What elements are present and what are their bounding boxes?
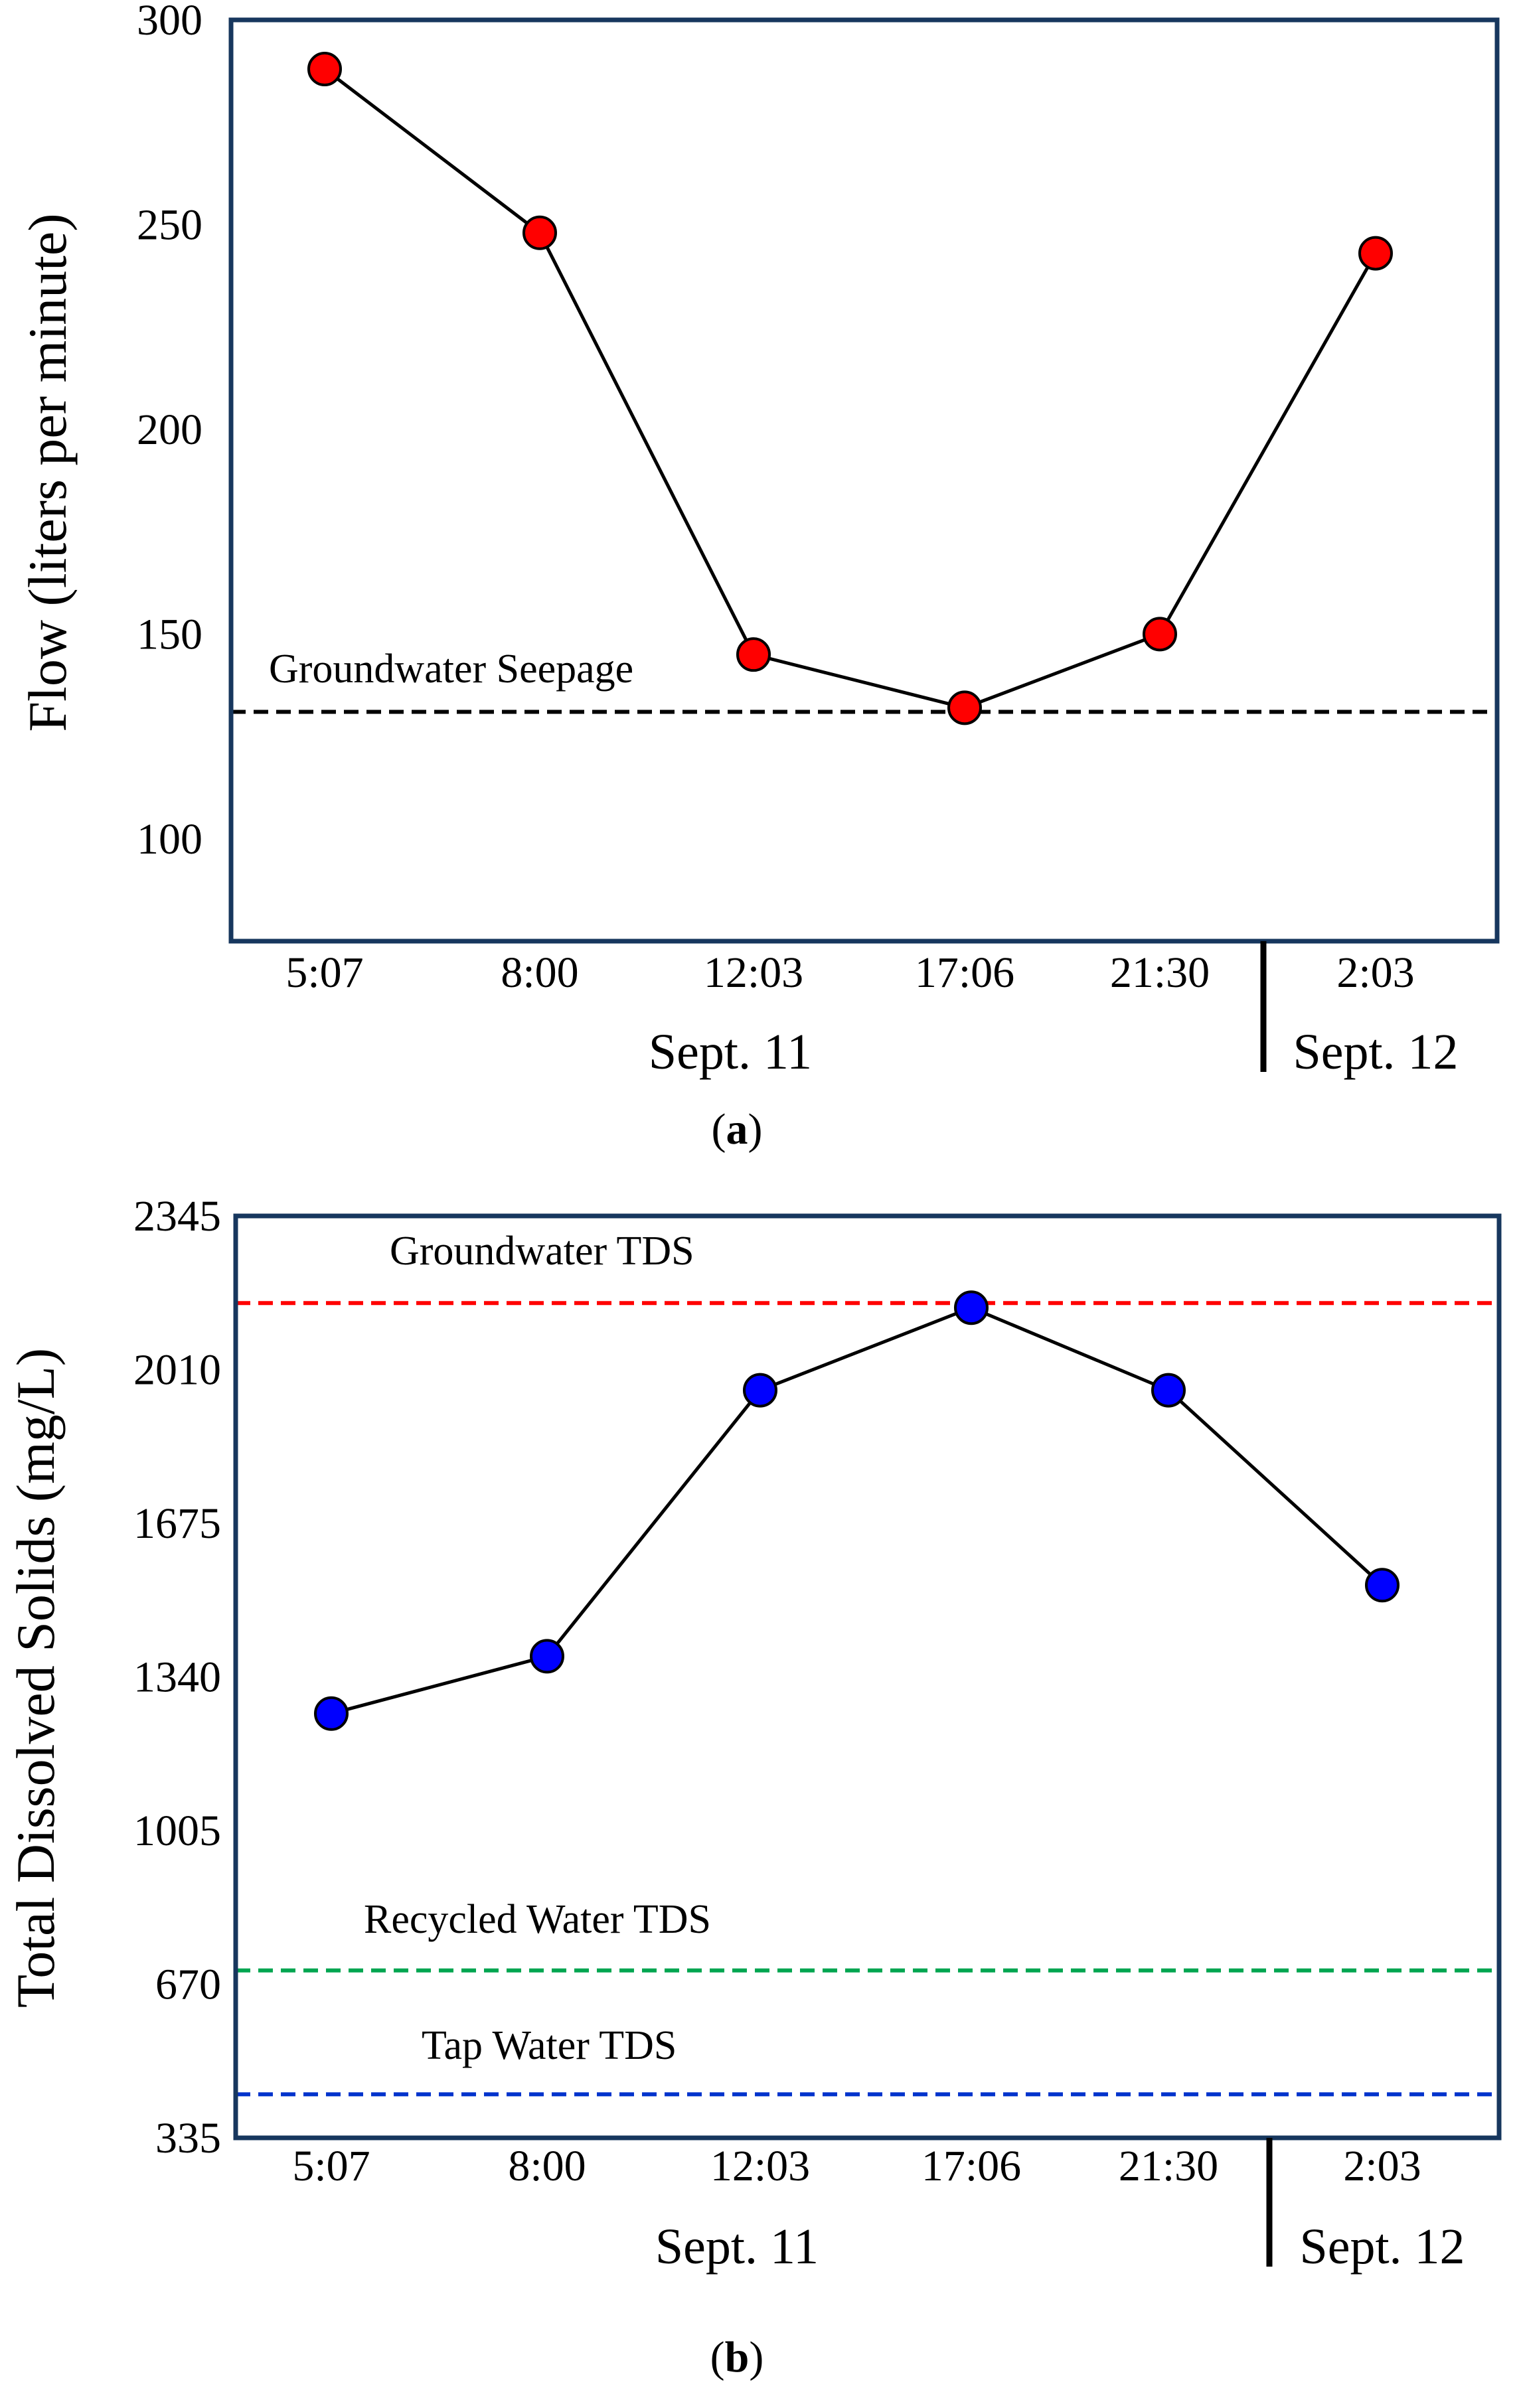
date-label: Sept. 11 — [655, 2219, 819, 2275]
date-label: Sept. 11 — [649, 1024, 812, 1080]
x-tick-label: 5:07 — [285, 948, 363, 997]
reference-line-label: Groundwater Seepage — [269, 646, 633, 692]
plot-frame — [228, 17, 1500, 944]
reference-line-label: Groundwater TDS — [390, 1229, 694, 1274]
data-point — [1151, 1373, 1186, 1408]
series-line — [323, 68, 1378, 710]
data-point — [307, 52, 342, 87]
x-tick-label: 17:06 — [921, 2142, 1021, 2190]
y-axis-title: Total Dissolved Solids (mg/L) — [5, 1348, 66, 2008]
data-point — [1365, 1568, 1400, 1603]
data-point — [954, 1290, 989, 1325]
chart-panel-b: 335 670 1005 1340 1675 2010 2345 Total Dissolve… — [5, 1192, 1502, 2381]
x-tick-label: 5:07 — [292, 2142, 370, 2190]
x-tick-label: 21:30 — [1119, 2142, 1218, 2190]
x-tick-label: 12:03 — [704, 948, 803, 997]
x-tick-label: 8:00 — [508, 2142, 586, 2190]
y-tick-label: 335 — [155, 2114, 221, 2162]
series-line — [331, 1306, 1384, 1716]
panel-label: (a) — [712, 1105, 763, 1154]
x-tick-label: 2:03 — [1343, 2142, 1421, 2190]
reference-line-label: Recycled Water TDS — [364, 1897, 711, 1942]
data-point — [743, 1373, 777, 1408]
y-tick-label: 2010 — [133, 1346, 221, 1394]
panel-label: (b) — [710, 2333, 764, 2381]
y-tick-label: 2345 — [133, 1192, 221, 1241]
data-point — [1358, 236, 1393, 271]
y-tick-label: 250 — [137, 200, 202, 249]
date-label: Sept. 12 — [1299, 2219, 1465, 2275]
data-point — [736, 637, 771, 672]
data-point — [1143, 617, 1177, 652]
data-point — [522, 215, 557, 250]
y-tick-label: 1675 — [133, 1499, 221, 1548]
x-tick-label: 17:06 — [915, 948, 1014, 997]
y-axis-title: Flow (liters per minute) — [17, 213, 78, 731]
y-tick-label: 100 — [137, 815, 202, 864]
x-tick-label: 8:00 — [501, 948, 578, 997]
y-tick-label: 1340 — [133, 1653, 221, 1702]
data-point — [530, 1639, 564, 1674]
x-tick-label: 12:03 — [710, 2142, 810, 2190]
reference-line-label: Tap Water TDS — [422, 2023, 677, 2068]
x-tick-label: 21:30 — [1110, 948, 1210, 997]
plot-frame — [233, 1213, 1502, 2141]
y-tick-label: 1005 — [133, 1807, 221, 1855]
y-tick-label: 200 — [137, 406, 202, 454]
data-point — [314, 1696, 349, 1731]
y-tick-label: 300 — [137, 0, 202, 44]
y-tick-label: 150 — [137, 610, 202, 658]
y-tick-label: 670 — [155, 1961, 221, 2009]
data-point — [947, 690, 982, 725]
x-tick-label: 2:03 — [1336, 948, 1414, 997]
chart-panel-a: 100 150 200 250 300 Flow (liters per minute) G… — [17, 0, 1500, 1154]
date-label: Sept. 12 — [1293, 1024, 1458, 1080]
